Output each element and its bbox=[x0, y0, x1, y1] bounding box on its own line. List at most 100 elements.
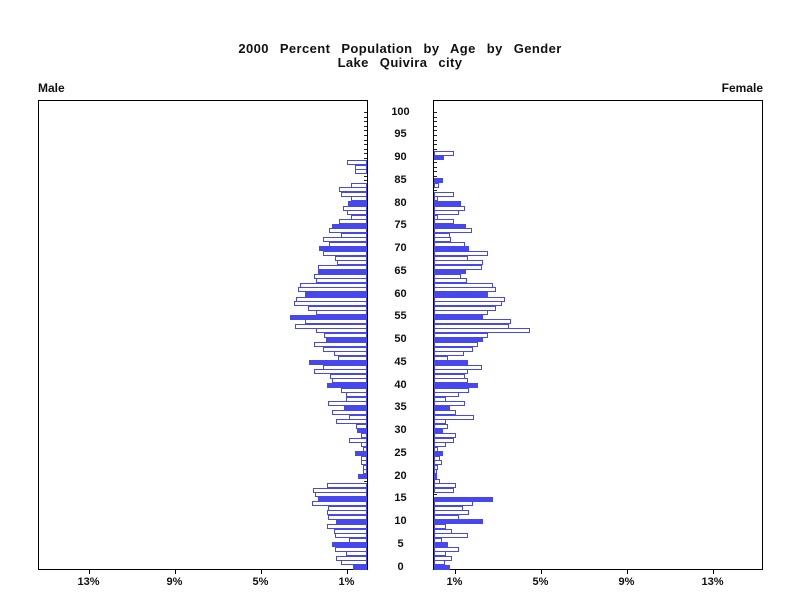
bar-female-age-54 bbox=[434, 319, 512, 325]
bar-male-age-32 bbox=[335, 419, 367, 425]
pct-axis-label-male-1: 1% bbox=[338, 576, 355, 588]
bar-male-age-20 bbox=[358, 473, 367, 479]
bar-female-age-50 bbox=[434, 337, 484, 343]
bar-female-age-71 bbox=[434, 241, 466, 247]
bar-male-age-50 bbox=[326, 337, 367, 343]
bar-male-age-28 bbox=[348, 437, 367, 443]
bar-male-age-33 bbox=[348, 414, 367, 420]
bar-male-age-6 bbox=[348, 537, 367, 543]
pct-tick-male-9 bbox=[174, 570, 176, 574]
bar-female-age-65 bbox=[434, 269, 467, 275]
age-axis-label-10: 10 bbox=[394, 515, 407, 528]
bar-female-age-57 bbox=[434, 305, 497, 311]
bar-female-age-3 bbox=[434, 551, 446, 557]
bar-female-age-6 bbox=[434, 537, 442, 543]
bar-female-age-44 bbox=[434, 364, 483, 370]
age-axis-label-90: 90 bbox=[394, 151, 407, 164]
bar-female-age-23 bbox=[434, 460, 442, 466]
bar-female-age-19 bbox=[434, 478, 441, 484]
bar-male-age-62 bbox=[300, 282, 367, 288]
bar-female-age-61 bbox=[434, 287, 497, 293]
bar-male-age-89 bbox=[346, 160, 367, 165]
bar-female-age-76 bbox=[434, 219, 455, 225]
bar-female-age-4 bbox=[434, 546, 459, 552]
bar-male-age-44 bbox=[322, 364, 367, 370]
bar-female-age-25 bbox=[434, 451, 443, 457]
bar-male-age-16 bbox=[315, 492, 367, 498]
bar-female-age-31 bbox=[434, 423, 448, 429]
year-tick-female-94 bbox=[434, 139, 437, 141]
bar-female-age-91 bbox=[434, 150, 455, 156]
female-panel-label: Female bbox=[721, 81, 763, 95]
age-axis-label-5: 5 bbox=[397, 537, 404, 550]
bar-male-age-9 bbox=[327, 524, 367, 529]
bar-male-age-69 bbox=[322, 251, 367, 256]
bar-male-age-45 bbox=[308, 360, 367, 366]
bar-male-age-24 bbox=[360, 455, 367, 461]
bar-female-age-1 bbox=[434, 560, 445, 566]
bar-female-age-81 bbox=[434, 196, 439, 202]
age-axis-label-30: 30 bbox=[394, 424, 407, 437]
bar-male-age-84 bbox=[350, 182, 367, 188]
bar-male-age-63 bbox=[316, 278, 367, 284]
age-axis-label-60: 60 bbox=[394, 287, 407, 300]
bar-male-age-64 bbox=[314, 273, 367, 279]
year-tick-female-89 bbox=[434, 162, 437, 164]
year-tick-male-19 bbox=[364, 480, 367, 482]
year-tick-male-100 bbox=[364, 112, 367, 114]
female-panel bbox=[433, 100, 763, 570]
bar-female-age-15 bbox=[434, 496, 494, 502]
year-tick-female-93 bbox=[434, 144, 437, 146]
bar-male-age-58 bbox=[293, 301, 367, 307]
pct-tick-female-5 bbox=[540, 570, 542, 574]
pct-axis-label-female-5: 5% bbox=[532, 576, 549, 588]
bar-female-age-58 bbox=[434, 301, 502, 307]
bar-female-age-14 bbox=[434, 501, 473, 507]
bar-female-age-45 bbox=[434, 360, 469, 366]
year-tick-male-86 bbox=[364, 175, 367, 177]
bar-female-age-20 bbox=[434, 473, 438, 479]
age-axis-label-45: 45 bbox=[394, 355, 407, 368]
bar-male-age-14 bbox=[312, 501, 367, 507]
bar-female-age-11 bbox=[434, 514, 459, 520]
bar-male-age-70 bbox=[318, 246, 367, 252]
bar-male-age-65 bbox=[317, 269, 367, 275]
bar-female-age-2 bbox=[434, 555, 453, 561]
bar-male-age-3 bbox=[345, 551, 367, 557]
age-axis-label-65: 65 bbox=[394, 264, 407, 277]
bar-male-age-55 bbox=[289, 314, 367, 320]
bar-male-age-68 bbox=[334, 255, 367, 261]
bar-male-age-41 bbox=[331, 378, 367, 384]
bar-male-age-37 bbox=[345, 396, 367, 402]
bar-male-age-54 bbox=[304, 319, 367, 325]
bar-male-age-36 bbox=[328, 401, 367, 407]
bar-female-age-9 bbox=[434, 524, 446, 529]
bar-female-age-41 bbox=[434, 378, 469, 384]
bar-male-age-73 bbox=[341, 232, 367, 238]
year-tick-female-96 bbox=[434, 130, 437, 132]
year-tick-female-16 bbox=[434, 494, 437, 496]
bar-male-age-80 bbox=[347, 200, 367, 206]
bar-female-age-55 bbox=[434, 314, 484, 320]
year-tick-male-92 bbox=[364, 148, 367, 150]
year-tick-female-100 bbox=[434, 112, 437, 114]
bar-female-age-59 bbox=[434, 296, 505, 302]
year-tick-female-92 bbox=[434, 148, 437, 150]
bar-male-age-31 bbox=[356, 423, 367, 429]
bar-female-age-38 bbox=[434, 392, 459, 398]
bar-male-age-30 bbox=[357, 428, 367, 434]
bar-male-age-57 bbox=[307, 305, 367, 311]
bar-male-age-35 bbox=[344, 405, 367, 411]
bar-female-age-29 bbox=[434, 433, 456, 438]
year-tick-female-87 bbox=[434, 171, 437, 173]
bar-female-age-78 bbox=[434, 210, 459, 216]
bar-female-age-49 bbox=[434, 342, 479, 347]
year-tick-male-93 bbox=[364, 144, 367, 146]
bar-male-age-74 bbox=[329, 228, 367, 234]
bar-female-age-48 bbox=[434, 346, 473, 352]
bar-male-age-2 bbox=[335, 555, 367, 561]
bar-male-age-42 bbox=[330, 373, 367, 379]
year-tick-male-85 bbox=[364, 180, 367, 182]
year-tick-male-94 bbox=[364, 139, 367, 141]
